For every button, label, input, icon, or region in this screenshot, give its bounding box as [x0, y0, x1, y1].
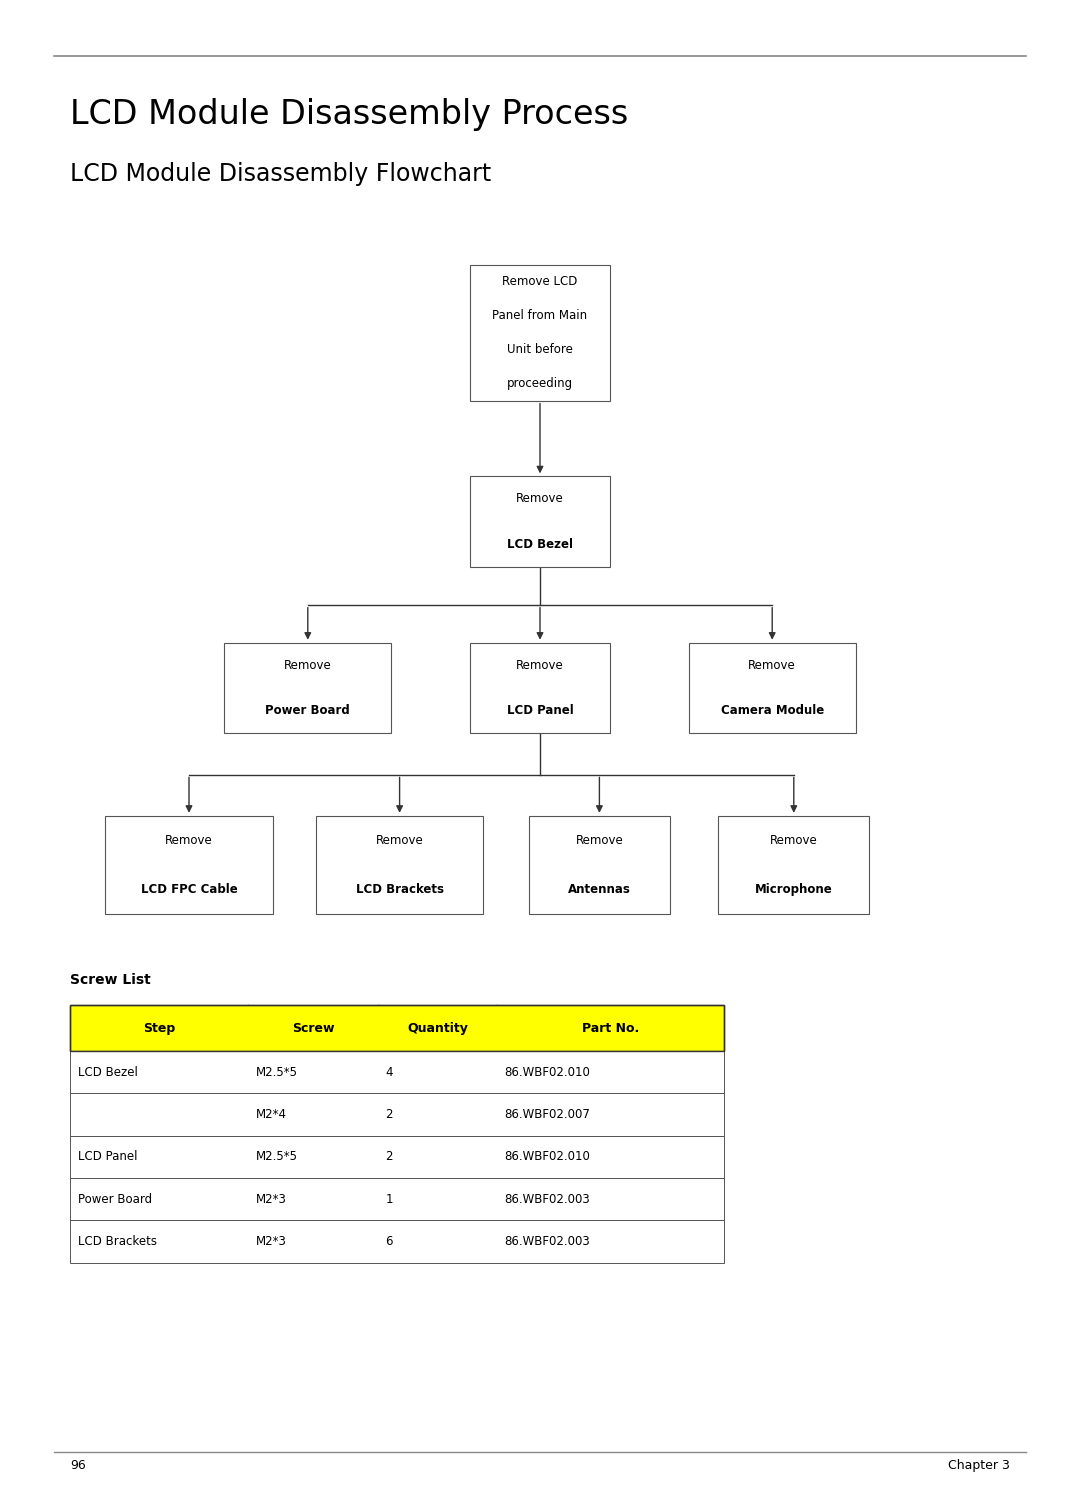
- Text: Quantity: Quantity: [407, 1022, 468, 1034]
- Bar: [105, 816, 273, 913]
- Bar: [470, 476, 610, 567]
- Text: Camera Module: Camera Module: [720, 705, 824, 717]
- Text: LCD Panel: LCD Panel: [78, 1151, 137, 1163]
- Text: Step: Step: [144, 1022, 175, 1034]
- Text: Remove: Remove: [748, 659, 796, 671]
- Bar: [70, 1051, 724, 1093]
- Text: 1: 1: [386, 1193, 393, 1205]
- Bar: [470, 643, 610, 733]
- Bar: [70, 1220, 724, 1263]
- Text: LCD Brackets: LCD Brackets: [355, 883, 444, 897]
- Bar: [225, 643, 391, 733]
- Text: LCD Module Disassembly Flowchart: LCD Module Disassembly Flowchart: [70, 162, 491, 186]
- Text: 86.WBF02.007: 86.WBF02.007: [504, 1108, 591, 1120]
- Bar: [315, 816, 484, 913]
- Text: Power Board: Power Board: [78, 1193, 152, 1205]
- Bar: [70, 1136, 724, 1178]
- Text: M2.5*5: M2.5*5: [256, 1151, 298, 1163]
- Text: 2: 2: [386, 1151, 393, 1163]
- Bar: [70, 1093, 724, 1136]
- Text: 86.WBF02.003: 86.WBF02.003: [504, 1235, 590, 1247]
- Bar: [529, 816, 670, 913]
- Text: Remove LCD: Remove LCD: [502, 275, 578, 289]
- Text: Remove: Remove: [516, 659, 564, 671]
- Text: 86.WBF02.010: 86.WBF02.010: [504, 1151, 591, 1163]
- Text: LCD Bezel: LCD Bezel: [507, 538, 573, 550]
- Text: Chapter 3: Chapter 3: [948, 1459, 1010, 1473]
- Text: Unit before: Unit before: [508, 343, 572, 357]
- Text: M2*3: M2*3: [256, 1193, 287, 1205]
- Text: Microphone: Microphone: [755, 883, 833, 897]
- Bar: [70, 1178, 724, 1220]
- Text: Remove: Remove: [165, 833, 213, 847]
- Text: Screw List: Screw List: [70, 974, 151, 987]
- Bar: [70, 1005, 724, 1051]
- Text: Panel from Main: Panel from Main: [492, 308, 588, 322]
- Text: Power Board: Power Board: [266, 705, 350, 717]
- Text: LCD Brackets: LCD Brackets: [78, 1235, 157, 1247]
- Text: 86.WBF02.003: 86.WBF02.003: [504, 1193, 590, 1205]
- Text: LCD Panel: LCD Panel: [507, 705, 573, 717]
- Bar: [470, 265, 610, 401]
- Text: 86.WBF02.010: 86.WBF02.010: [504, 1066, 591, 1078]
- Text: Remove: Remove: [376, 833, 423, 847]
- Text: M2.5*5: M2.5*5: [256, 1066, 298, 1078]
- Text: M2*3: M2*3: [256, 1235, 287, 1247]
- Text: LCD FPC Cable: LCD FPC Cable: [140, 883, 238, 897]
- Text: Remove: Remove: [284, 659, 332, 671]
- Text: Remove: Remove: [576, 833, 623, 847]
- Text: 2: 2: [386, 1108, 393, 1120]
- Text: LCD Bezel: LCD Bezel: [78, 1066, 137, 1078]
- Text: Screw: Screw: [292, 1022, 335, 1034]
- Text: 4: 4: [386, 1066, 393, 1078]
- Text: M2*4: M2*4: [256, 1108, 287, 1120]
- Bar: [689, 643, 856, 733]
- Text: Part No.: Part No.: [581, 1022, 639, 1034]
- Bar: [70, 1005, 724, 1051]
- Text: Remove: Remove: [516, 493, 564, 505]
- Text: Remove: Remove: [770, 833, 818, 847]
- Text: proceeding: proceeding: [507, 376, 573, 390]
- Text: Antennas: Antennas: [568, 883, 631, 897]
- Text: 6: 6: [386, 1235, 393, 1247]
- Bar: [718, 816, 869, 913]
- Text: 96: 96: [70, 1459, 86, 1473]
- Text: LCD Module Disassembly Process: LCD Module Disassembly Process: [70, 98, 629, 132]
